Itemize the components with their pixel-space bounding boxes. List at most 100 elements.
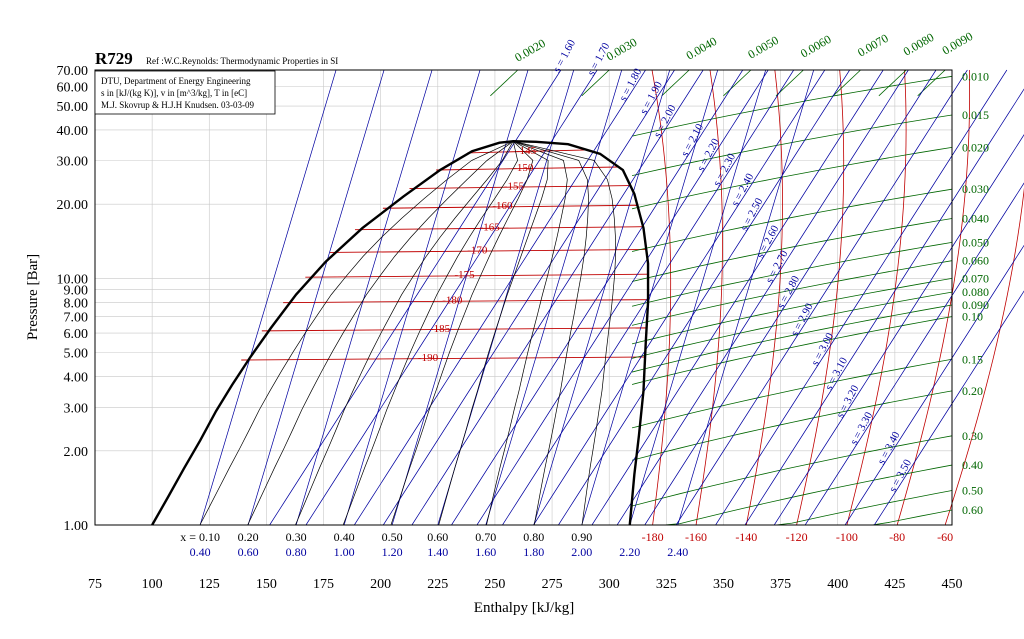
isochore-curve xyxy=(631,241,953,307)
isochore-right-label: 0.010 xyxy=(962,69,989,83)
isentrope-bottom-label: 1.40 xyxy=(427,545,448,559)
isochore-top-line xyxy=(581,69,610,97)
x-tick-label: 325 xyxy=(656,577,677,592)
plot-frame xyxy=(94,69,953,526)
isentrope-vapor-label: s = 3.50 xyxy=(887,457,914,494)
quality-curve xyxy=(390,140,534,526)
isotherm-line xyxy=(241,356,646,361)
x-tick-label: 200 xyxy=(370,577,391,592)
isotherm-bottom-label: -100 xyxy=(836,530,858,544)
isentrope-vapor-curve xyxy=(744,88,1024,526)
isochore-curve xyxy=(631,146,953,210)
isochore-top-line xyxy=(775,69,804,97)
axes: 75 100 125 150 175 200 225 250 275 300 325 350 375 40… xyxy=(57,64,963,592)
isochore-top-line xyxy=(878,69,907,97)
y-tick-label: 20.00 xyxy=(57,198,89,213)
isochore-curve xyxy=(631,218,953,282)
y-axis-label: Pressure [Bar] xyxy=(25,254,41,340)
info-line-2: s in [kJ/(kg K)], v in [m^3/kg], T in [e… xyxy=(101,88,247,98)
isochore-right-label: 0.30 xyxy=(962,429,983,443)
isentrope-bottom-label: 2.20 xyxy=(619,545,640,559)
isochore-top-label: 0.0080 xyxy=(901,30,937,59)
x-tick-label: 75 xyxy=(88,577,102,592)
isochore-top-line xyxy=(661,69,690,97)
isentrope-vapor-label: s = 3.40 xyxy=(875,429,902,466)
isochore-right-label: 0.050 xyxy=(962,235,989,249)
y-tick-label: 9.00 xyxy=(64,284,89,299)
isochore-top-line xyxy=(832,69,861,97)
isochore-top-label: 0.0020 xyxy=(512,36,548,65)
y-tick-label: 50.00 xyxy=(57,100,89,115)
isotherm-line xyxy=(261,327,647,332)
isotherm-label: -165 xyxy=(480,222,501,234)
isochore-right-label: 0.20 xyxy=(962,384,983,398)
isentrope-vapor-label: s = 2.00 xyxy=(652,103,679,140)
isotherm-line xyxy=(467,149,587,154)
isentrope-vapor-curve xyxy=(382,69,675,526)
isentrope-vapor-curve xyxy=(616,69,909,526)
y-tick-label: 60.00 xyxy=(57,81,89,96)
quality-curve xyxy=(513,140,589,526)
x-tick-label: 100 xyxy=(142,577,163,592)
quality-curve xyxy=(513,140,616,526)
quality-label: 0.90 xyxy=(571,530,592,544)
y-tick-label: 1.00 xyxy=(64,519,89,534)
isentrope-bottom-label: 1.00 xyxy=(334,545,355,559)
isochore-top-line xyxy=(490,69,519,97)
isotherm-bottom-label: -180 xyxy=(642,530,664,544)
isochore-top-label: 0.0040 xyxy=(684,34,720,63)
isentrope-curve xyxy=(629,69,767,526)
isotherm-label: -145 xyxy=(516,145,537,157)
quality-curve xyxy=(295,141,514,526)
quality-label: 0.60 xyxy=(427,530,448,544)
isentrope-vapor-curve xyxy=(873,290,1024,526)
isentrope-bottom-label: 1.20 xyxy=(382,545,403,559)
isotherm-label: -160 xyxy=(492,200,513,212)
isochore-right-label: 0.040 xyxy=(962,211,989,225)
curve-labels: -145 -150 -155 -160 -165 -170 -175 -180 -185 -190… xyxy=(180,29,989,559)
saturation-dome xyxy=(151,140,650,526)
isentrope-curve xyxy=(247,69,385,526)
isentrope-vapor-label: s = 3.00 xyxy=(809,331,836,368)
isentrope-vapor-curve xyxy=(354,69,646,526)
y-tick-label: 3.00 xyxy=(64,401,89,416)
isochore-right-label: 0.15 xyxy=(962,352,983,366)
isochore-curve xyxy=(631,390,953,461)
x-tick-label: 125 xyxy=(199,577,220,592)
quality-label: 0.40 xyxy=(334,530,355,544)
isotherm-line xyxy=(329,249,647,253)
isochore-curve xyxy=(631,114,953,177)
quality-label: 0.80 xyxy=(523,530,544,544)
isentrope-curve xyxy=(533,69,671,526)
isotherm-label: -170 xyxy=(467,244,488,256)
info-line-3: M.J. Skovrup & H.J.H Knudsen. 03-03-09 xyxy=(101,100,255,110)
y-tick-label: 70.00 xyxy=(57,64,89,79)
isentrope-vapor-curve xyxy=(269,69,562,526)
quality-curve xyxy=(486,140,568,526)
grid xyxy=(94,69,953,526)
x-tick-label: 400 xyxy=(827,577,848,592)
isentrope-vapor-label: s = 3.30 xyxy=(848,410,875,447)
isentrope-vapor-curve xyxy=(804,182,1024,526)
isentrope-vapor-curve xyxy=(451,69,744,526)
chart-subtitle: Ref :W.C.Reynolds: Thermodynamic Propert… xyxy=(146,56,338,66)
isochore-right-label: 0.060 xyxy=(962,254,989,268)
isentrope-vapor-curve xyxy=(305,69,598,526)
isochore-top-line xyxy=(723,69,752,97)
isotherm-bottom-label: -140 xyxy=(735,530,757,544)
x-tick-label: 450 xyxy=(942,577,963,592)
isotherm-label: -155 xyxy=(504,181,525,193)
isentrope-curve xyxy=(485,69,623,526)
y-tick-label: 7.00 xyxy=(64,311,89,326)
isentrope-bottom-label: 1.60 xyxy=(475,545,496,559)
x-tick-label: 150 xyxy=(256,577,277,592)
quality-curve xyxy=(342,141,518,526)
isochore-right-label: 0.50 xyxy=(962,484,983,498)
x-axis-label: Enthalpy [kJ/kg] xyxy=(474,600,574,616)
isentrope-curve xyxy=(295,69,433,526)
isentrope-vapor-curve xyxy=(644,69,937,526)
isentrope-vapor-label: s = 3.20 xyxy=(834,383,861,420)
isochore-right-label: 0.020 xyxy=(962,140,989,154)
quality-label: 0.70 xyxy=(475,530,496,544)
